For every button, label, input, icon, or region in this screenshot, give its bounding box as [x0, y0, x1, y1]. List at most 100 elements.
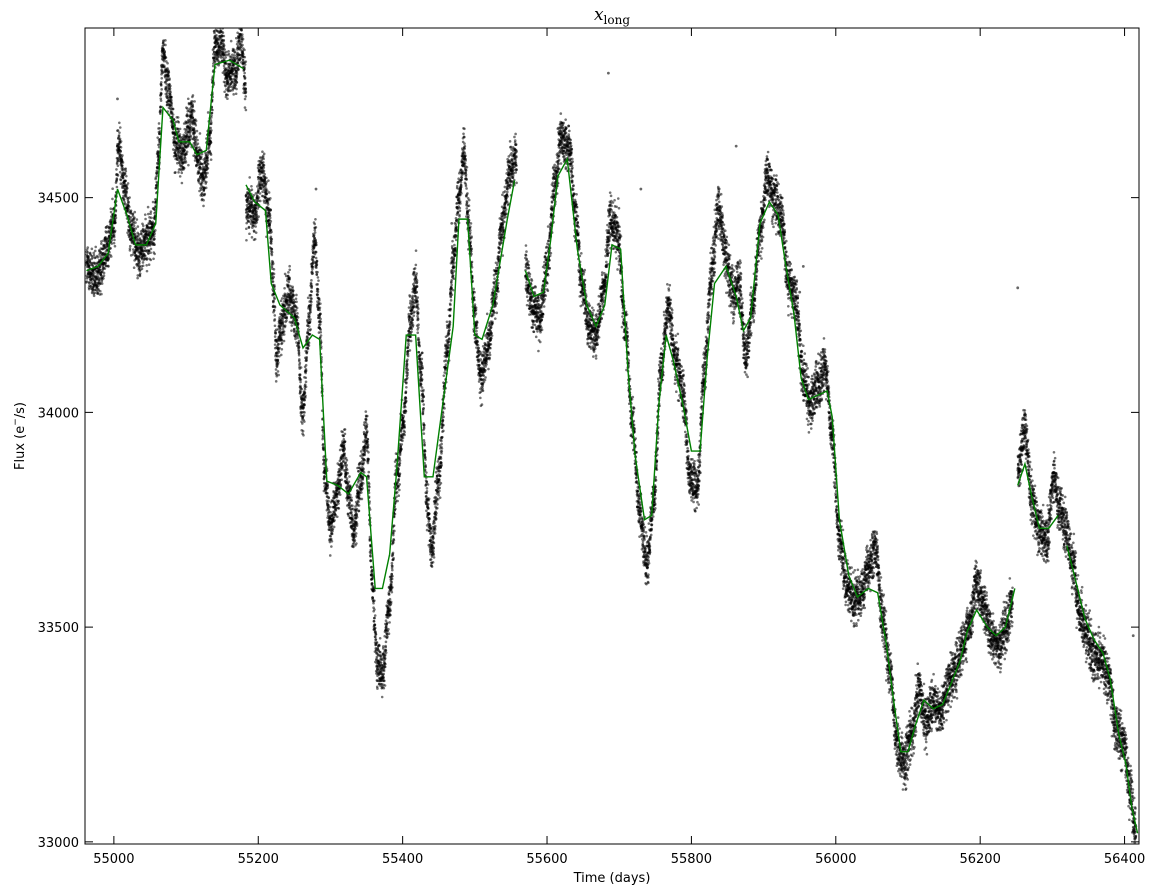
data-point [227, 87, 230, 90]
data-point [273, 297, 276, 301]
data-point [136, 276, 139, 280]
data-point [391, 586, 394, 589]
data-point [209, 158, 213, 161]
data-point [178, 162, 182, 165]
data-point [360, 497, 364, 501]
data-point [282, 333, 286, 336]
data-point [162, 59, 166, 63]
data-point [115, 185, 119, 189]
data-point [368, 485, 371, 489]
data-point [92, 251, 96, 255]
data-point [299, 380, 302, 384]
data-point [127, 200, 131, 204]
data-point [112, 233, 116, 237]
data-point [315, 273, 319, 277]
data-point [406, 368, 410, 372]
data-point [119, 178, 123, 182]
data-point [404, 399, 408, 403]
data-point [118, 131, 121, 134]
data-point [345, 468, 349, 472]
data-point [213, 24, 216, 27]
data-point [387, 627, 390, 631]
data-point [96, 291, 100, 295]
data-point [149, 251, 152, 255]
data-point [240, 15, 243, 18]
data-point [206, 167, 210, 170]
data-point [241, 37, 245, 41]
data-point [159, 80, 163, 84]
data-point [126, 182, 130, 185]
data-point [278, 346, 281, 350]
data-point [383, 657, 387, 660]
data-point [297, 339, 301, 343]
data-point [149, 212, 152, 216]
data-point [85, 248, 89, 251]
data-point [147, 229, 150, 232]
data-point [346, 471, 350, 475]
data-point [206, 162, 210, 166]
data-point [342, 438, 346, 441]
data-point [384, 645, 387, 649]
data-point [403, 423, 406, 427]
data-point [262, 166, 266, 169]
data-point [239, 18, 242, 21]
data-point [386, 635, 389, 638]
data-point [206, 156, 209, 160]
data-point [202, 198, 205, 202]
data-point [195, 135, 198, 139]
data-point [384, 640, 388, 644]
data-point [299, 366, 303, 369]
data-point [295, 318, 299, 322]
data-point [403, 405, 407, 409]
data-point [397, 468, 400, 471]
data-point [287, 271, 290, 274]
data-point [272, 267, 276, 271]
data-point [288, 276, 291, 280]
data-point [395, 490, 399, 494]
data-point [160, 69, 164, 73]
data-point [138, 274, 142, 278]
data-point [222, 64, 226, 68]
data-point [367, 450, 370, 454]
data-point [163, 65, 166, 69]
data-point [277, 361, 280, 364]
data-point [273, 285, 276, 288]
data-point [304, 369, 308, 373]
data-point [245, 238, 248, 242]
data-point [365, 414, 369, 418]
data-point [168, 87, 172, 90]
data-point [125, 184, 129, 187]
data-point [304, 363, 308, 367]
data-point [134, 227, 138, 230]
data-point [383, 665, 387, 669]
data-point [316, 288, 320, 291]
data-point [273, 343, 277, 346]
data-point [160, 77, 164, 80]
data-point [366, 446, 370, 449]
data-point [204, 186, 208, 190]
data-point [269, 220, 273, 223]
data-point [159, 108, 163, 112]
data-point [244, 108, 248, 112]
data-point [279, 299, 283, 303]
data-point [398, 459, 402, 462]
data-point [220, 23, 223, 26]
data-point [319, 334, 323, 337]
data-point [380, 695, 384, 699]
data-point [235, 87, 238, 91]
data-point [310, 284, 314, 288]
data-point [355, 507, 359, 511]
data-point [222, 34, 226, 38]
data-point [335, 495, 339, 499]
data-point [118, 126, 122, 129]
data-point [244, 60, 248, 63]
data-point [365, 423, 369, 426]
data-point [244, 81, 247, 85]
data-point [297, 353, 301, 357]
data-point [362, 471, 366, 474]
data-point [248, 220, 251, 223]
data-point [309, 294, 313, 297]
data-point [270, 250, 274, 254]
data-point [239, 13, 242, 16]
data-point [269, 197, 272, 200]
